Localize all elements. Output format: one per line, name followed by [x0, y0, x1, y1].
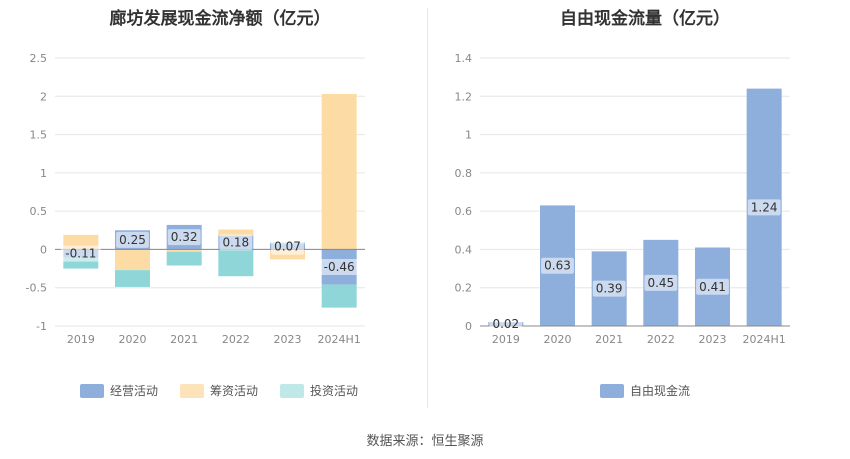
right-data-label: 0.41 — [699, 280, 726, 294]
left-y-tick-label: 1.5 — [30, 129, 48, 142]
left-bar-3-2019 — [63, 257, 99, 269]
right-y-tick-label: 0.4 — [455, 243, 473, 256]
left-y-tick-label: 0 — [40, 243, 47, 256]
left-data-label: 0.32 — [171, 230, 198, 244]
right-y-tick-label: 1 — [465, 129, 472, 142]
left-y-tick-label: 2.5 — [30, 52, 48, 65]
right-data-label: 1.24 — [751, 200, 778, 214]
right-data-label: 0.02 — [492, 317, 519, 331]
left-x-tick-label: 2022 — [222, 333, 250, 346]
legend-item-financing[interactable]: 筹资活动 — [180, 382, 258, 399]
left-bar-2-2024H1 — [321, 93, 357, 250]
left-data-label-bg — [167, 229, 201, 246]
left-x-tick-label: 2023 — [274, 333, 302, 346]
left-data-label: 0.18 — [222, 236, 249, 250]
left-x-tick-label: 2020 — [119, 333, 147, 346]
right-y-tick-label: 1.4 — [455, 52, 473, 65]
legend-label-financing: 筹资活动 — [210, 384, 259, 398]
legend-swatch-free-cash-flow — [600, 383, 624, 398]
right-data-label-bg — [696, 278, 729, 295]
left-y-tick-label: -0.5 — [26, 282, 47, 295]
data-source-footer: 数据来源：恒生聚源 — [366, 434, 484, 449]
right-legend: 自由现金流 — [600, 382, 690, 399]
right-x-tick-label: 2022 — [647, 333, 675, 346]
left-legend: 经营活动 筹资活动 投资活动 — [80, 382, 358, 399]
right-data-label-bg — [644, 274, 678, 291]
left-bar-2-2022 — [218, 229, 254, 236]
right-data-label-bg — [747, 199, 781, 216]
right-x-tick-label: 2024H1 — [743, 333, 786, 346]
legend-label-investing: 投资活动 — [310, 384, 359, 398]
right-x-tick-label: 2019 — [492, 333, 520, 346]
left-chart-plot: 2.5 2 1.5 1 0.5 0 -0.5 -1 2019 2020 2021 2022 2023 20… — [26, 52, 365, 346]
left-data-label: 0.07 — [274, 240, 301, 254]
right-data-label: 0.39 — [596, 282, 623, 296]
right-data-label-bg — [592, 280, 626, 297]
right-x-tick-label: 2021 — [595, 333, 623, 346]
legend-item-investing[interactable]: 投资活动 — [280, 382, 358, 399]
right-chart-title: 自由现金流量（亿元） — [560, 9, 730, 29]
right-x-tick-label: 2023 — [699, 333, 727, 346]
legend-label-operating: 经营活动 — [110, 384, 159, 398]
right-y-tick-label: 0.2 — [455, 282, 473, 295]
legend-label-free-cash-flow: 自由现金流 — [630, 384, 691, 398]
left-data-label-bg — [219, 234, 253, 251]
left-x-tick-label: 2024H1 — [318, 333, 361, 346]
left-bar-3-2020 — [115, 270, 150, 287]
right-data-label: 0.63 — [544, 259, 571, 273]
left-bar-3-2021 — [166, 251, 202, 266]
left-bar-2-2020 — [115, 249, 150, 271]
right-data-label-bg — [489, 316, 523, 333]
right-data-label: 0.45 — [647, 276, 674, 290]
legend-swatch-operating — [80, 383, 104, 398]
left-data-label-bg — [116, 231, 149, 248]
legend-item-free-cash-flow[interactable]: 自由现金流 — [600, 382, 690, 399]
right-x-tick-label: 2020 — [544, 333, 572, 346]
right-y-tick-label: 0.6 — [455, 205, 473, 218]
left-chart-title: 廊坊发展现金流净额（亿元） — [109, 9, 331, 29]
left-data-label-bg — [319, 259, 360, 276]
right-y-tick-label: 0.8 — [455, 167, 473, 180]
left-bar-2-2021 — [166, 249, 202, 252]
right-y-tick-label: 0 — [465, 320, 472, 333]
legend-item-operating[interactable]: 经营活动 — [80, 382, 158, 399]
left-y-tick-label: 0.5 — [30, 205, 48, 218]
left-y-tick-label: -1 — [36, 320, 47, 333]
legend-swatch-financing — [180, 383, 205, 398]
left-x-tick-label: 2019 — [67, 333, 95, 346]
left-x-tick-label: 2021 — [170, 333, 198, 346]
left-data-label-bg — [60, 245, 101, 262]
left-data-label: -0.11 — [65, 247, 96, 261]
left-data-label-bg — [271, 238, 304, 255]
right-chart-plot: 1.4 1.2 1 0.8 0.6 0.4 0.2 0 2019 2020 2021 2022 2023… — [455, 52, 790, 346]
right-data-label-bg — [541, 257, 574, 274]
left-bar-3-2022 — [218, 249, 254, 277]
chart-divider — [427, 8, 428, 408]
left-data-label: -0.46 — [324, 260, 355, 274]
left-y-tick-label: 1 — [40, 167, 47, 180]
left-data-label: 0.25 — [119, 233, 146, 247]
right-y-tick-label: 1.2 — [455, 90, 473, 103]
left-y-tick-label: 2 — [40, 90, 47, 103]
legend-swatch-investing — [280, 383, 305, 398]
left-bar-3-2024H1 — [321, 284, 357, 308]
